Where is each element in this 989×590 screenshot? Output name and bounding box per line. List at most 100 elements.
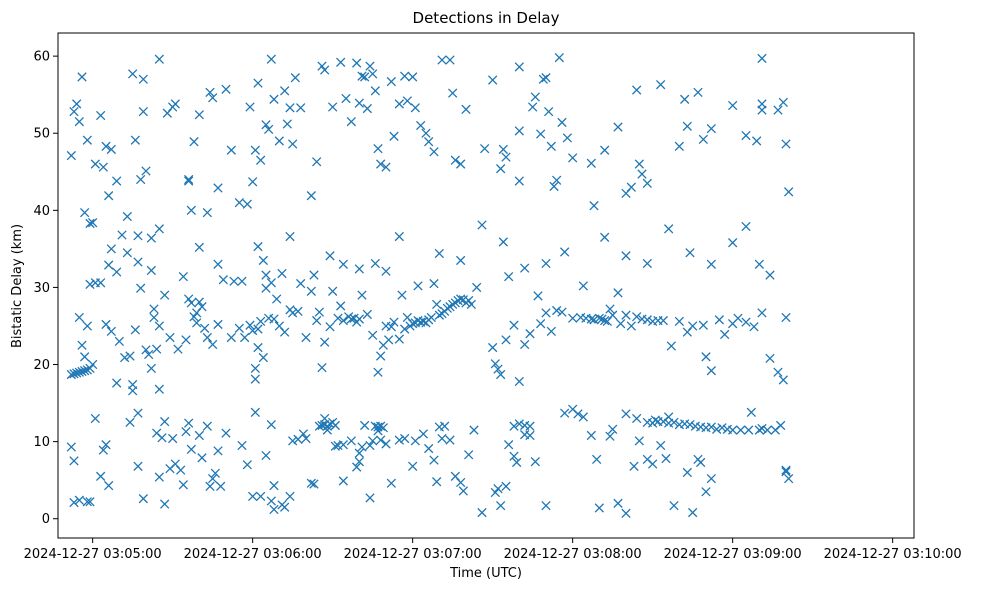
data-point	[245, 102, 255, 112]
data-point	[346, 314, 356, 324]
data-point	[605, 431, 615, 441]
data-point	[328, 286, 338, 296]
data-point	[208, 473, 218, 484]
data-point	[600, 232, 610, 242]
data-point	[504, 271, 514, 282]
data-point	[429, 147, 439, 157]
data-point	[296, 103, 306, 113]
data-point	[346, 436, 356, 446]
data-point	[381, 162, 391, 172]
data-point	[696, 457, 706, 468]
data-point	[133, 461, 143, 471]
data-point	[77, 72, 87, 82]
data-point	[194, 297, 204, 307]
data-point	[213, 319, 223, 330]
data-point	[378, 423, 388, 433]
data-point	[469, 425, 479, 435]
x-axis: 2024-12-27 03:05:00 2024-12-27 03:06:00 20…	[24, 538, 962, 562]
data-point	[221, 84, 231, 94]
data-point	[194, 430, 204, 441]
data-point	[362, 103, 372, 114]
data-point	[138, 106, 148, 117]
data-point	[74, 117, 84, 127]
x-tick-label: 2024-12-27 03:09:00	[664, 547, 802, 562]
data-point	[546, 141, 556, 151]
data-point	[552, 305, 562, 316]
data-point	[277, 268, 287, 279]
data-point	[226, 145, 236, 155]
data-point	[626, 182, 636, 192]
data-point	[666, 341, 676, 351]
data-point	[621, 508, 631, 518]
data-point	[664, 412, 674, 422]
data-point	[133, 408, 143, 418]
data-point	[573, 409, 583, 419]
data-point	[256, 491, 266, 502]
data-point	[293, 306, 303, 316]
data-point	[90, 413, 100, 424]
data-point	[285, 103, 295, 113]
data-point	[386, 322, 396, 332]
data-point	[66, 369, 76, 380]
data-point	[117, 230, 127, 240]
data-point	[66, 442, 76, 452]
data-point	[234, 323, 244, 333]
data-point	[288, 139, 298, 149]
data-point	[669, 500, 679, 511]
data-point	[578, 281, 588, 291]
data-point	[80, 352, 90, 362]
data-point	[784, 187, 794, 197]
data-point	[154, 54, 164, 64]
data-point	[557, 307, 567, 317]
data-point	[525, 430, 535, 441]
data-point	[128, 379, 138, 390]
data-point	[784, 473, 794, 484]
data-point	[381, 266, 391, 276]
data-point	[181, 426, 191, 437]
data-point	[170, 99, 180, 109]
data-point	[632, 312, 642, 322]
data-point	[757, 53, 767, 64]
data-point	[194, 242, 204, 252]
data-point	[80, 366, 90, 376]
data-point	[706, 123, 716, 134]
data-point	[682, 467, 692, 478]
data-point	[733, 313, 743, 323]
data-point	[605, 304, 615, 314]
data-point	[248, 491, 258, 502]
data-point	[541, 500, 551, 511]
data-point	[258, 255, 268, 266]
data-point	[744, 425, 754, 435]
data-point	[773, 367, 783, 377]
data-point	[90, 159, 100, 169]
data-point	[242, 199, 252, 209]
data-point	[562, 133, 572, 143]
data-point	[661, 453, 671, 464]
data-point	[461, 104, 471, 114]
data-point	[328, 102, 338, 112]
data-point	[557, 117, 567, 128]
data-point	[701, 352, 711, 362]
data-point	[432, 477, 442, 487]
data-point	[202, 421, 212, 431]
y-axis: 0 10 20 30 40 50 60	[33, 50, 58, 527]
data-point	[568, 313, 578, 323]
data-point	[261, 120, 271, 130]
data-point	[658, 315, 668, 326]
data-point	[496, 500, 506, 511]
data-point	[578, 412, 588, 422]
data-point	[184, 174, 194, 185]
data-point	[514, 126, 524, 136]
data-point	[205, 481, 215, 492]
data-point	[98, 445, 108, 455]
data-point	[701, 487, 711, 497]
data-point	[266, 278, 276, 288]
data-point	[229, 276, 239, 286]
data-point	[586, 430, 596, 441]
data-point	[245, 320, 255, 330]
data-point	[621, 310, 631, 320]
data-point	[781, 312, 791, 323]
data-point	[320, 65, 330, 75]
data-point	[509, 451, 519, 461]
data-point	[389, 131, 399, 141]
